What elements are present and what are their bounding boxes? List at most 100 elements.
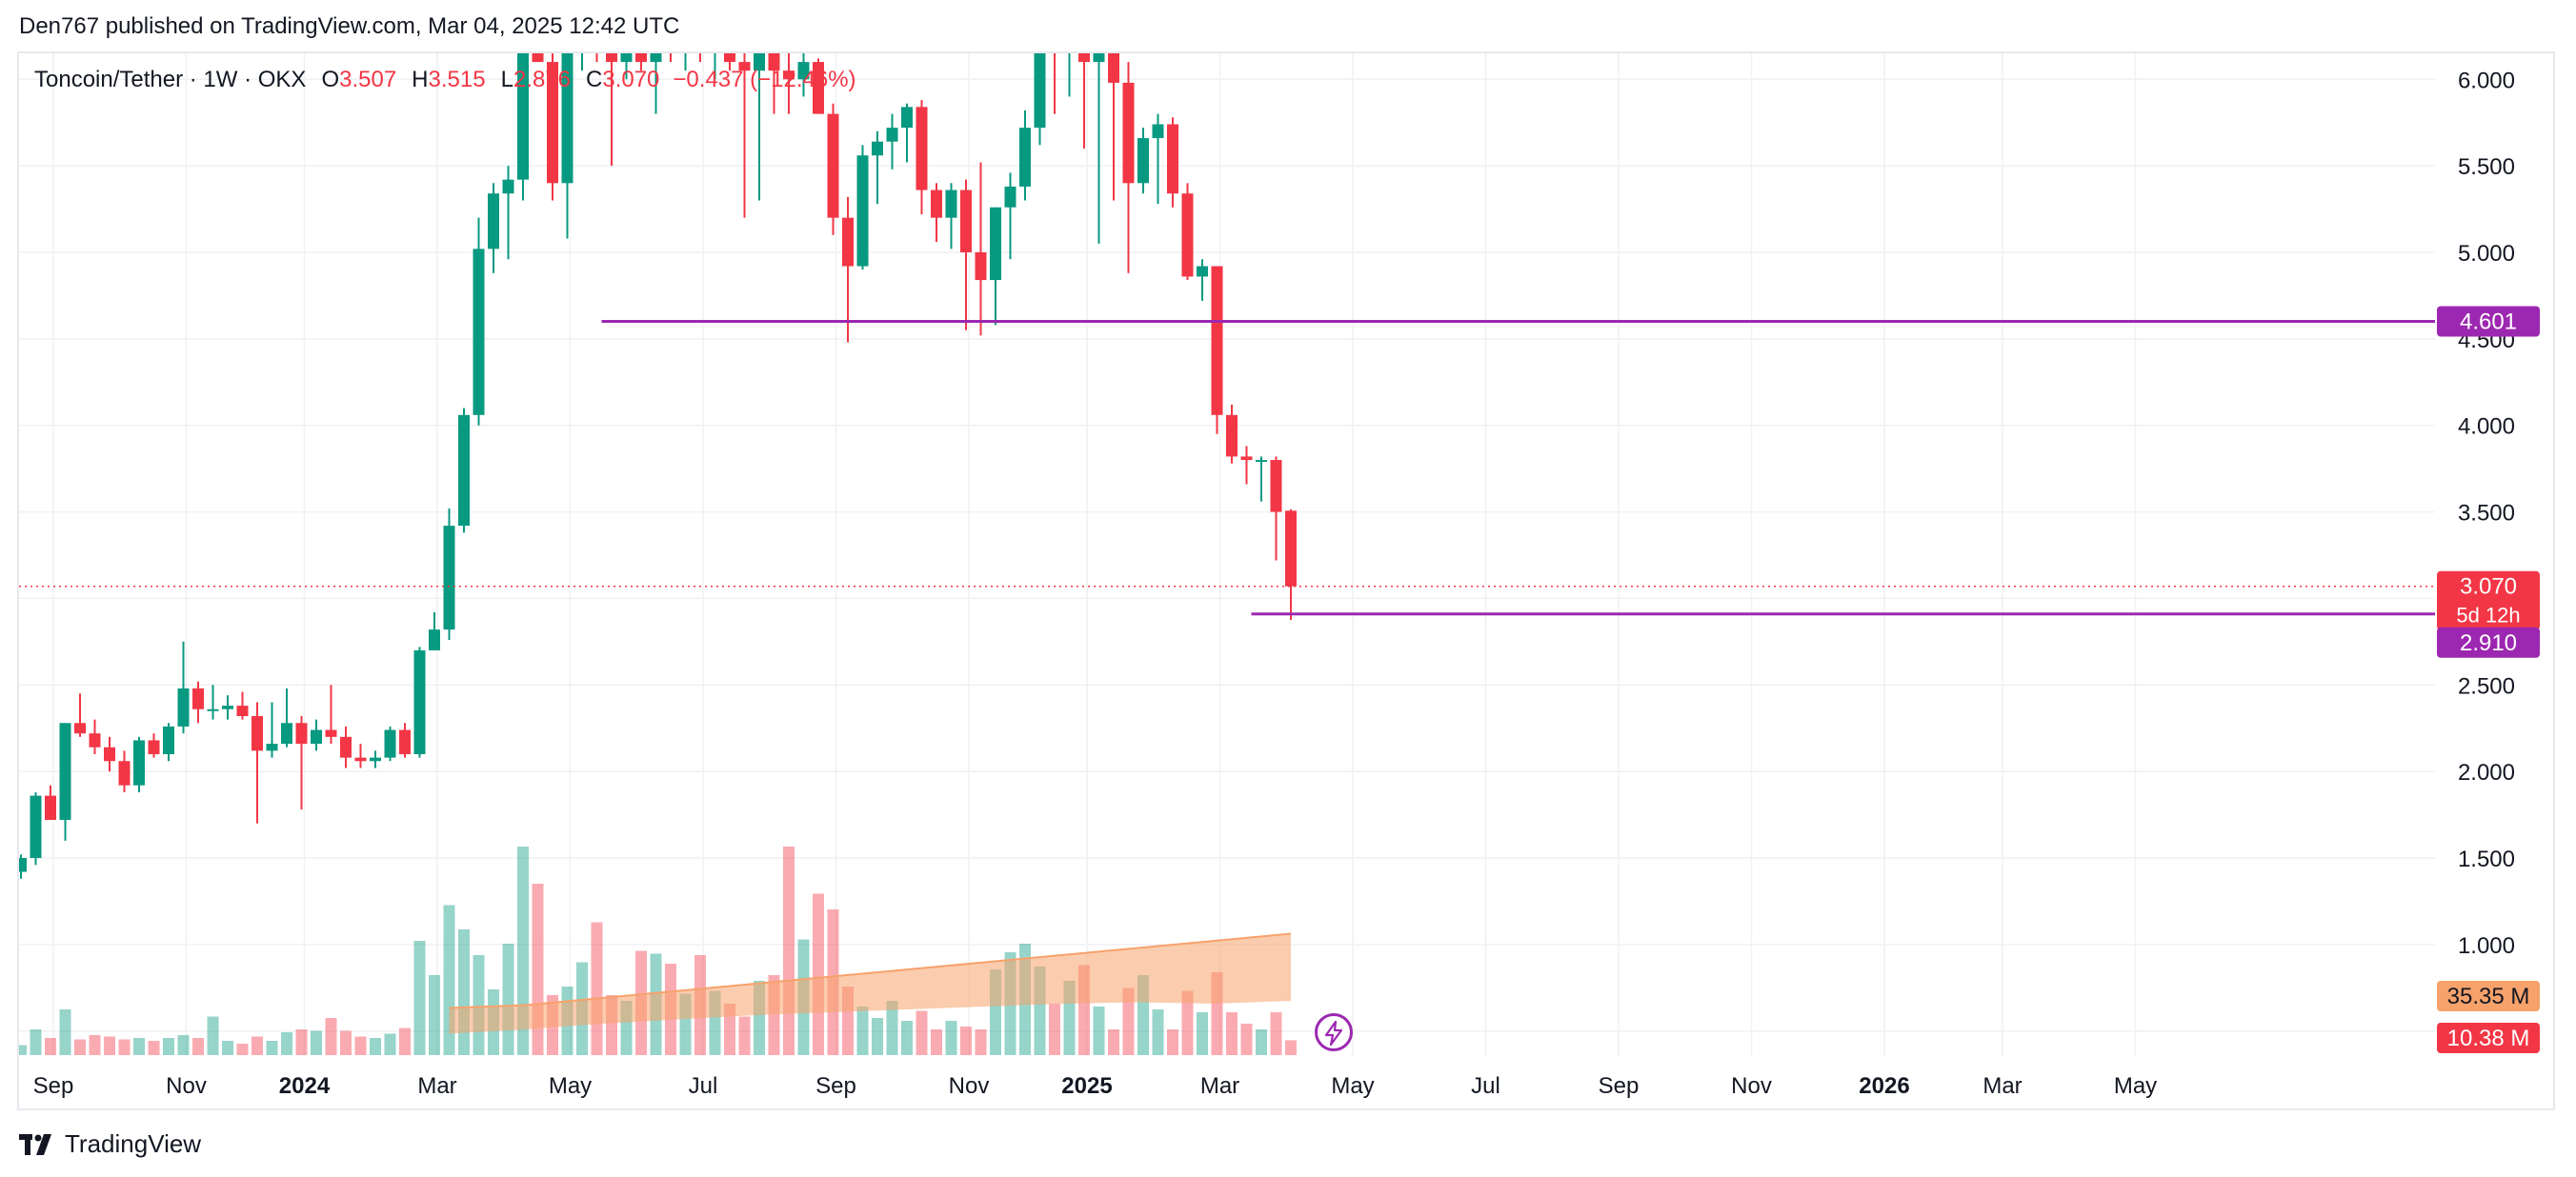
low-value: 2.876	[513, 67, 571, 92]
publisher-caption: Den767 published on TradingView.com, Mar…	[19, 13, 680, 39]
volume-bar	[1240, 1024, 1253, 1055]
candle-body	[694, 28, 706, 45]
volume-bar	[30, 1029, 42, 1055]
x-tick-label: May	[549, 1073, 592, 1099]
plot-area	[19, 28, 1297, 1055]
volume-bar	[1226, 1012, 1238, 1055]
volume-bar	[1152, 1009, 1164, 1055]
candle-body	[561, 53, 574, 184]
candle-body	[266, 744, 278, 751]
high-value: 3.515	[428, 67, 486, 92]
volume-bar	[59, 1009, 71, 1055]
candle-body	[635, 53, 647, 63]
volume-bar	[354, 1036, 367, 1055]
candle-body	[1285, 510, 1297, 587]
candle-body	[311, 729, 322, 745]
candle-body	[680, 28, 692, 45]
candle-body	[1078, 53, 1090, 63]
volume-bar	[945, 1021, 957, 1055]
volume-last-tag	[2437, 1023, 2540, 1053]
candle-body	[872, 141, 883, 156]
level-price-tag-text: 2.910	[2460, 630, 2517, 656]
volume-bar	[295, 1029, 308, 1055]
volume-ma-band	[449, 933, 1291, 1034]
candle-body	[354, 757, 367, 762]
candle-body	[945, 190, 957, 218]
candle-body	[133, 740, 145, 786]
volume-bar	[872, 1018, 883, 1055]
candle-body	[1004, 186, 1016, 208]
candle-body	[1181, 193, 1194, 277]
volume-bar	[325, 1018, 337, 1055]
volume-bar	[281, 1032, 292, 1055]
y-tick-label: 2.000	[2458, 760, 2515, 786]
candle-body	[547, 62, 558, 184]
candle-body	[104, 747, 115, 762]
y-tick-label: 1.000	[2458, 933, 2515, 959]
candle-body	[1034, 53, 1046, 129]
volume-bar	[1093, 1007, 1105, 1055]
candle-body	[1122, 82, 1135, 184]
volume-ma-line	[449, 932, 1292, 1009]
countdown-tag-text: 5d 12h	[2456, 604, 2520, 628]
x-tick-label: Mar	[417, 1073, 456, 1099]
candle-body	[990, 207, 1001, 281]
level-price-tag	[2437, 627, 2540, 658]
candle-body	[856, 155, 869, 267]
candle-body	[1049, 45, 1060, 53]
volume-ma-tag-text: 35.35 M	[2447, 984, 2530, 1009]
candle-body	[429, 629, 440, 650]
y-tick-label: 1.500	[2458, 847, 2515, 872]
volume-bar	[458, 929, 470, 1055]
x-tick-label: Sep	[815, 1073, 856, 1099]
candle-body	[886, 128, 898, 142]
candle-body	[177, 688, 190, 727]
x-tick-label: Nov	[949, 1073, 990, 1099]
symbol-label[interactable]: Toncoin/Tether · 1W · OKX	[34, 67, 307, 92]
candle-body	[1108, 53, 1119, 83]
x-tick-label: 2025	[1061, 1073, 1112, 1099]
candle-body	[754, 53, 765, 71]
lightning-icon[interactable]	[1315, 1013, 1353, 1051]
volume-bar	[1108, 1029, 1119, 1055]
candle-body	[1240, 456, 1253, 461]
volume-bar	[975, 1029, 987, 1055]
volume-ma-tag	[2437, 981, 2540, 1011]
volume-bar	[738, 1016, 751, 1055]
candle-body	[74, 723, 86, 734]
x-tick-label: Mar	[1200, 1073, 1239, 1099]
candle-body	[30, 795, 42, 859]
tradingview-logo[interactable]: TradingView	[19, 1129, 201, 1159]
candle-body	[1167, 124, 1178, 194]
last-price-tag-text: 3.070	[2460, 574, 2517, 600]
candle-body	[399, 729, 411, 754]
candle-body	[118, 761, 131, 786]
volume-bar	[222, 1041, 233, 1055]
candle-body	[724, 53, 735, 63]
volume-bar	[399, 1027, 411, 1055]
candle-body	[797, 62, 810, 80]
candle-body	[1152, 124, 1164, 139]
x-tick-label: 2026	[1859, 1073, 1909, 1099]
candle-body	[517, 53, 529, 180]
level-price-tag	[2437, 306, 2540, 337]
candle-body	[975, 251, 987, 281]
candle-body	[473, 249, 485, 415]
volume-bar	[252, 1036, 263, 1055]
close-label: C	[586, 67, 603, 92]
candle-body	[207, 708, 219, 711]
volume-bar	[192, 1038, 204, 1055]
volume-bar	[517, 847, 529, 1055]
candle-body	[340, 736, 352, 758]
x-tick-label: Jul	[1471, 1073, 1500, 1099]
candle-body	[502, 179, 514, 194]
volume-bar	[1049, 1004, 1060, 1055]
candle-body	[710, 36, 721, 45]
candle-body	[1197, 266, 1208, 277]
candle-body	[901, 107, 913, 129]
volume-bar	[502, 944, 514, 1055]
candle-body	[665, 36, 676, 45]
change-value: −0.437 (−12.46%)	[673, 67, 856, 92]
candle-body	[650, 53, 662, 63]
